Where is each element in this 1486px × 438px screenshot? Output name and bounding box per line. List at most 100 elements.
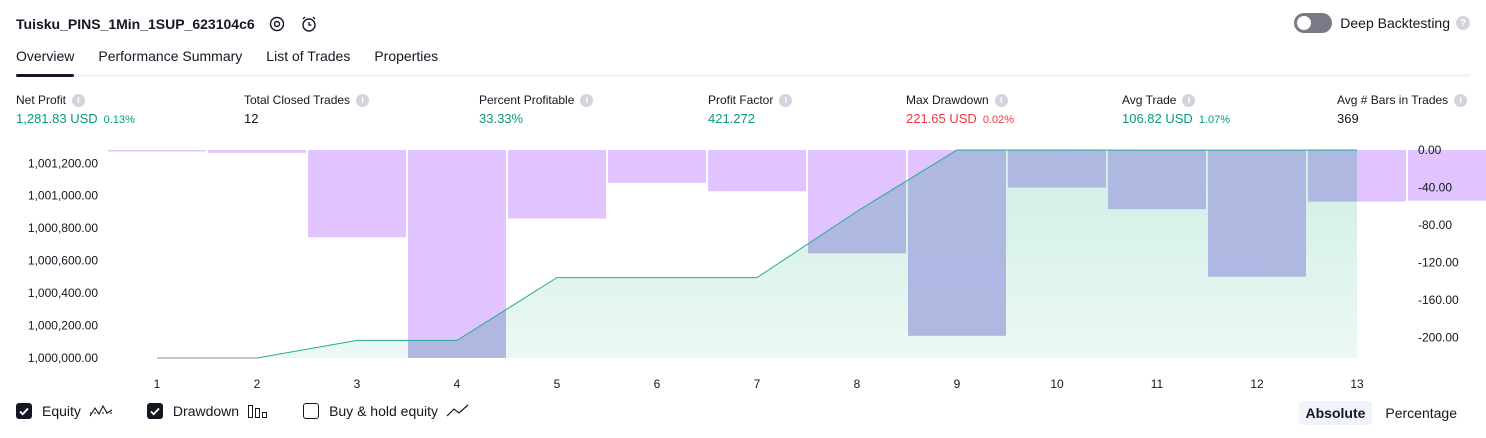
drawdown-bar — [608, 150, 706, 183]
metric-value: 12 — [244, 111, 259, 126]
equity-drawdown-chart: 1,000,000.00 1,000,200.00 1,000,400.00 1,00… — [28, 143, 1486, 391]
drawdown-bar-overlap — [1008, 150, 1106, 188]
legend-buy-hold-equity[interactable]: Buy & hold equity — [303, 403, 470, 419]
x-tick-label: 9 — [954, 377, 961, 391]
y2-tick-label: -80.00 — [1418, 218, 1452, 232]
metric-value: 221.65 USD — [906, 111, 977, 126]
metric-max-drawdown: Max Drawdown i 221.65 USD 0.02% — [906, 93, 1014, 126]
drawdown-label: Drawdown — [172, 403, 240, 419]
y-tick-label: 1,000,000.00 — [28, 351, 98, 365]
buy-hold-label: Buy & hold equity — [329, 403, 439, 419]
mode-percentage[interactable]: Percentage — [1385, 405, 1457, 421]
x-tick-label: 11 — [1151, 377, 1164, 391]
y2-tick-label: 0.00 — [1418, 143, 1442, 157]
equity-checkbox[interactable] — [16, 403, 32, 419]
equity-label: Equity — [42, 403, 81, 419]
help-icon[interactable]: ? — [1456, 16, 1470, 30]
metric-label: Max Drawdown — [906, 93, 989, 107]
info-icon[interactable]: i — [72, 93, 86, 107]
y-tick-label: 1,000,800.00 — [28, 221, 98, 235]
y-tick-label: 1,001,000.00 — [28, 189, 98, 203]
y-tick-label: 1,000,200.00 — [28, 319, 98, 333]
report-tabs: Overview Performance Summary List of Tra… — [16, 48, 1470, 77]
info-icon[interactable]: i — [580, 93, 594, 107]
x-tick-label: 2 — [254, 377, 261, 391]
metric-percent: 0.02% — [982, 114, 1015, 126]
tab-properties[interactable]: Properties — [374, 48, 439, 64]
chart-legend: Equity Drawdown Buy & hold equity — [16, 403, 504, 419]
settings-icon[interactable] — [267, 14, 287, 34]
tab-list-of-trades[interactable]: List of Trades — [266, 48, 351, 64]
deep-backtesting-label: Deep Backtesting — [1340, 15, 1450, 31]
drawdown-bar-overlap — [1108, 150, 1206, 210]
metric-avg-bars-in-trades: Avg # Bars in Trades i 369 — [1337, 93, 1468, 126]
drawdown-bar — [308, 150, 406, 238]
equity-line — [256, 149, 1358, 359]
buy-hold-line-icon — [446, 404, 470, 418]
drawdown-bar — [508, 150, 606, 219]
x-tick-label: 8 — [854, 377, 861, 391]
deep-backtesting: Deep Backtesting ? — [1294, 13, 1470, 33]
legend-equity[interactable]: Equity — [16, 403, 113, 419]
strategy-title: Tuisku_PINS_1Min_1SUP_623104c6 — [16, 16, 255, 32]
drawdown-bar — [708, 150, 806, 192]
y-tick-label: 1,000,400.00 — [28, 286, 98, 300]
x-tick-label: 7 — [754, 377, 761, 391]
display-mode-switch: Absolute Percentage — [1293, 401, 1465, 425]
metric-value: 369 — [1337, 111, 1359, 126]
y2-tick-label: -160.00 — [1418, 293, 1459, 307]
drawdown-bar-overlap — [908, 150, 1006, 336]
legend-drawdown[interactable]: Drawdown — [146, 403, 269, 419]
drawdown-bar — [108, 150, 206, 152]
info-icon[interactable]: i — [1182, 93, 1196, 107]
metric-net-profit: Net Profit i 1,281.83 USD 0.13% — [16, 93, 135, 126]
x-tick-label: 1 — [154, 377, 161, 391]
x-tick-label: 3 — [354, 377, 361, 391]
x-tick-label: 12 — [1250, 377, 1264, 391]
metric-label: Profit Factor — [708, 93, 774, 107]
metric-label: Net Profit — [16, 93, 67, 107]
drawdown-bars-icon — [247, 403, 269, 419]
tab-performance-summary[interactable]: Performance Summary — [98, 48, 243, 64]
y-tick-label: 1,001,200.00 — [28, 156, 98, 170]
x-tick-label: 6 — [654, 377, 661, 391]
metric-percent: 0.13% — [103, 114, 135, 126]
equity-line-icon — [89, 404, 113, 418]
add-alert-icon[interactable] — [299, 14, 319, 34]
x-tick-label: 10 — [1050, 377, 1064, 391]
metric-label: Percent Profitable — [479, 93, 575, 107]
metric-label: Total Closed Trades — [244, 93, 351, 107]
y2-tick-label: -40.00 — [1418, 181, 1452, 195]
drawdown-bar-overlap — [1208, 150, 1306, 277]
drawdown-checkbox[interactable] — [146, 403, 163, 419]
info-icon[interactable]: i — [779, 93, 793, 107]
metric-percent: 1.07% — [1198, 114, 1231, 126]
metric-avg-trade: Avg Trade i 106.82 USD 1.07% — [1122, 93, 1230, 126]
metric-profit-factor: Profit Factor i 421.272 — [708, 93, 793, 126]
x-tick-label: 4 — [454, 377, 461, 391]
metric-total-closed-trades: Total Closed Trades i 12 — [244, 93, 370, 126]
info-icon[interactable]: i — [356, 93, 370, 107]
metric-label: Avg Trade — [1122, 93, 1177, 107]
metric-value: 106.82 USD — [1122, 111, 1193, 126]
x-tick-label: 13 — [1350, 377, 1364, 391]
info-icon[interactable]: i — [1454, 93, 1468, 107]
strategy-header: Tuisku_PINS_1Min_1SUP_623104c6 — [16, 12, 319, 36]
drawdown-bar — [1408, 150, 1486, 201]
mode-absolute[interactable]: Absolute — [1298, 401, 1373, 425]
y2-tick-label: -200.00 — [1418, 331, 1459, 345]
buy-hold-checkbox[interactable] — [303, 403, 320, 419]
info-icon[interactable]: i — [994, 93, 1008, 107]
drawdown-bar — [208, 150, 306, 153]
deep-backtesting-toggle[interactable] — [1294, 13, 1333, 33]
y2-tick-label: -120.00 — [1418, 256, 1459, 270]
y-tick-label: 1,000,600.00 — [28, 254, 98, 268]
x-tick-label: 5 — [554, 377, 561, 391]
metric-value: 1,281.83 USD — [16, 111, 98, 126]
metric-value: 421.272 — [708, 111, 755, 126]
metric-label: Avg # Bars in Trades — [1337, 93, 1449, 107]
metric-percent-profitable: Percent Profitable i 33.33% — [479, 93, 594, 126]
tab-overview[interactable]: Overview — [16, 48, 75, 77]
metric-value: 33.33% — [479, 111, 524, 126]
drawdown-bar-overlap — [1308, 150, 1357, 202]
